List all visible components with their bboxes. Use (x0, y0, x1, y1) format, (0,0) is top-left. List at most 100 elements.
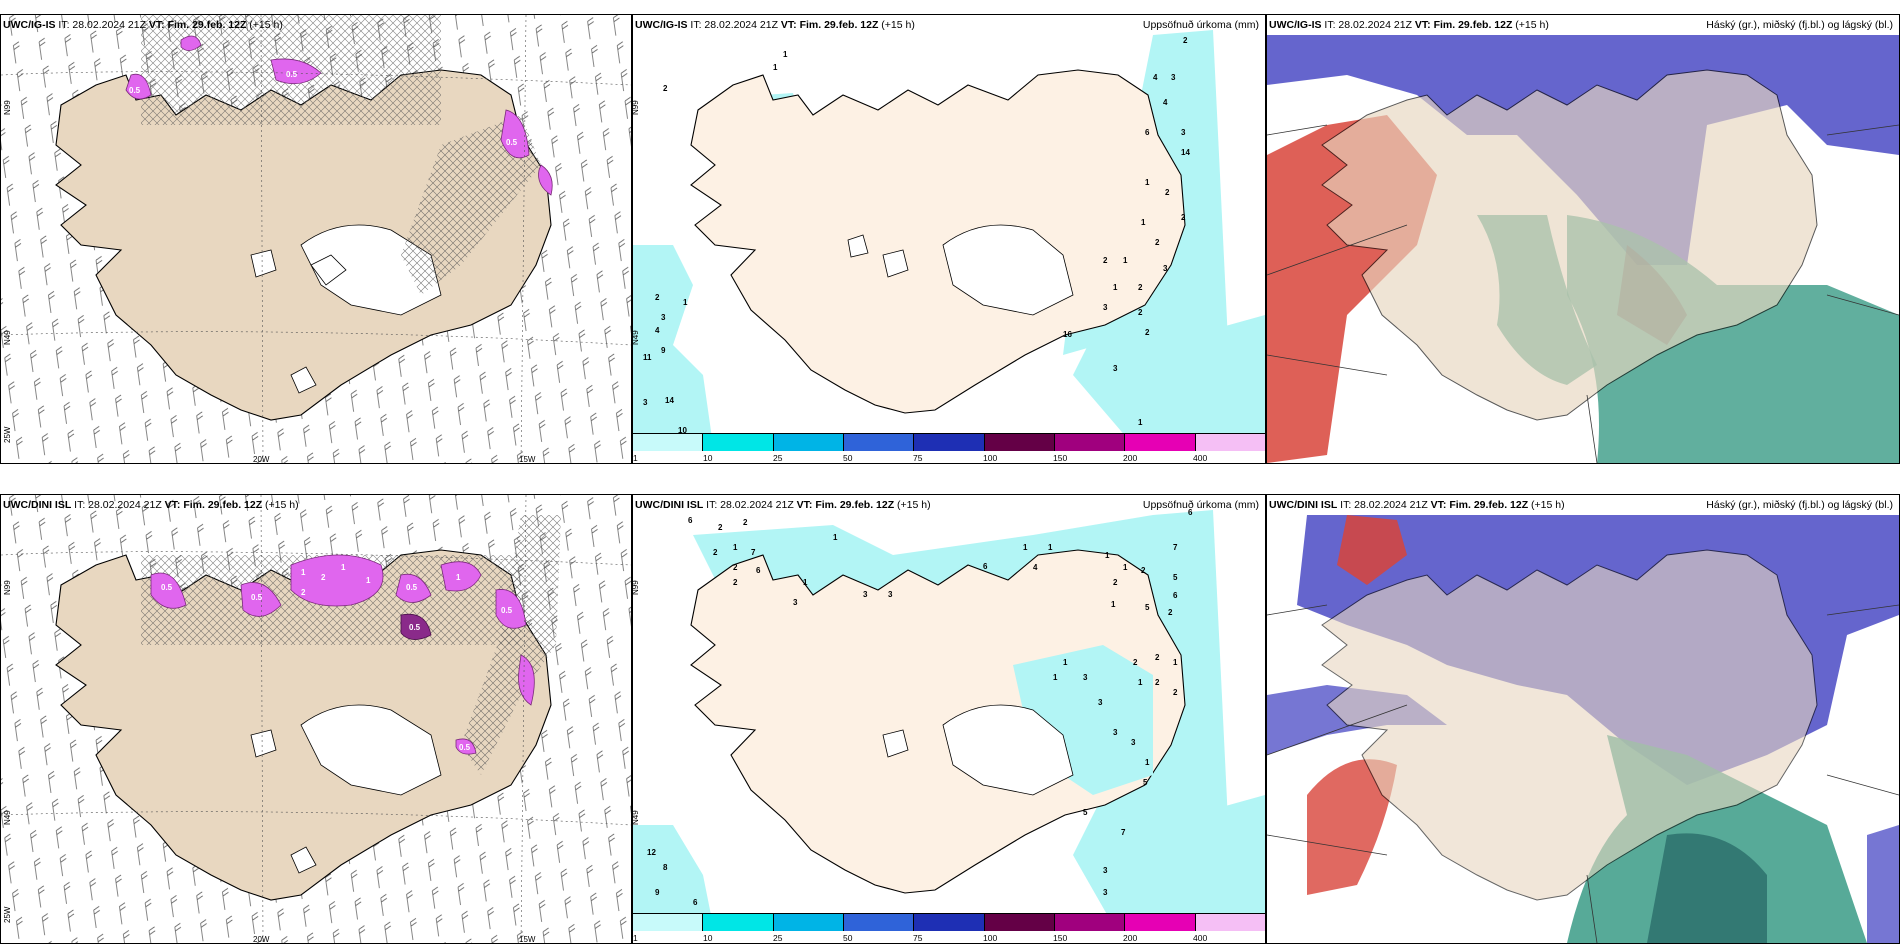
precip-value: 3 (1083, 673, 1088, 682)
lead-time: (+15 h) (1531, 499, 1565, 511)
field-title: Háský (gr.), miðský (fj.bl.) og lágský (… (1706, 499, 1893, 511)
lead-time: (+15 h) (249, 19, 283, 31)
snow-label: 0.5 (409, 623, 421, 632)
lat-label: N49 (3, 330, 12, 345)
precip-value: 1 (1113, 283, 1118, 292)
colorbar-label: 150 (1053, 933, 1068, 943)
precip-value: 6 (1188, 508, 1193, 517)
snow-label: 0.5 (501, 606, 513, 615)
snow-label: 0.5 (459, 743, 471, 752)
valid-time: Fim. 29.feb. 12Z (1433, 19, 1513, 31)
colorbar-bin (984, 434, 1055, 451)
precip-value: 2 (1103, 256, 1108, 265)
precip-value: 1 (1145, 758, 1150, 767)
precip-value: 6 (1145, 128, 1150, 137)
precip-value: 1 (1053, 673, 1058, 682)
colorbar-bin (703, 914, 774, 931)
precip-value: 6 (688, 516, 693, 525)
precip-value: 1 (1173, 658, 1178, 667)
field-title: Háský (gr.), miðský (fj.bl.) og lágský (… (1706, 19, 1893, 31)
precip-value: 3 (1103, 866, 1108, 875)
precip-value: 12 (647, 848, 656, 857)
precip-value: 10 (678, 426, 687, 435)
init-time: IT: 28.02.2024 21Z (1324, 19, 1412, 31)
panel-header: UWC/DINI ISL IT: 28.02.2024 21Z VT: Fim.… (3, 499, 627, 511)
panel-top-left-wind-snow: UWC/IG-IS IT: 28.02.2024 21Z VT: Fim. 29… (0, 14, 632, 464)
panel-header: UWC/IG-IS IT: 28.02.2024 21Z VT: Fim. 29… (1269, 19, 1895, 31)
precip-value: 14 (1181, 148, 1190, 157)
panel-bottom-right-clouds: UWC/DINI ISL IT: 28.02.2024 21Z VT: Fim.… (1266, 494, 1900, 944)
precip-value: 3 (1103, 888, 1108, 897)
precip-value: 1 (773, 63, 778, 72)
snow-label: 2 (301, 588, 306, 597)
map-wind-barbs: 0.5 1 2 1 1 0.5 0.5 1 2 0.5 0.5 0.5 (1, 495, 631, 943)
lat-label: N49 (632, 330, 640, 345)
precip-value: 2 (1138, 308, 1143, 317)
init-time: IT: 28.02.2024 21Z (74, 499, 162, 511)
lat-label: N99 (3, 100, 12, 115)
precip-value: 9 (661, 346, 666, 355)
precip-value: 3 (1181, 128, 1186, 137)
colorbar-label: 10 (703, 933, 713, 943)
precip-value: 1 (803, 578, 808, 587)
precip-value: 2 (1155, 653, 1160, 662)
lon-label: 20W (253, 935, 270, 944)
colorbar-bin (633, 434, 704, 451)
precip-value: 3 (1113, 364, 1118, 373)
lead-time: (+15 h) (897, 499, 931, 511)
snow-label: 1 (456, 573, 461, 582)
colorbar-bin (703, 434, 774, 451)
precip-colorbar (633, 913, 1265, 931)
lat-label: N99 (632, 100, 640, 115)
precip-value: 4 (1033, 563, 1038, 572)
colorbar-bin (984, 914, 1055, 931)
colorbar-bin (1054, 434, 1126, 451)
init-time: IT: 28.02.2024 21Z (1340, 499, 1428, 511)
colorbar-label: 25 (773, 933, 783, 943)
precip-value: 2 (1181, 213, 1186, 222)
precip-value: 4 (1163, 98, 1168, 107)
colorbar-label: 200 (1123, 933, 1138, 943)
precip-value: 1 (783, 50, 788, 59)
precip-value: 1 (1023, 543, 1028, 552)
precip-value: 1 (833, 533, 838, 542)
colorbar-bin (633, 914, 704, 931)
precip-value: 2 (1168, 608, 1173, 617)
valid-label: VT: (780, 19, 797, 31)
precip-value: 5 (1143, 778, 1148, 787)
precip-value: 8 (663, 863, 668, 872)
colorbar-bin (773, 434, 844, 451)
precip-value: 11 (643, 353, 652, 362)
panel-header: UWC/DINI ISL IT: 28.02.2024 21Z VT: Fim.… (635, 499, 1261, 511)
precip-value: 1 (733, 543, 738, 552)
precip-value: 7 (1173, 543, 1178, 552)
snow-label: 0.5 (129, 86, 141, 95)
valid-time: Fim. 29.feb. 12Z (1449, 499, 1529, 511)
valid-label: VT: (164, 499, 181, 511)
lon-label: 15W (519, 935, 536, 944)
init-time: IT: 28.02.2024 21Z (690, 19, 778, 31)
colorbar-label: 1 (633, 933, 638, 943)
precip-value: 2 (743, 518, 748, 527)
precip-value: 3 (1113, 728, 1118, 737)
panel-top-mid-precip: UWC/IG-IS IT: 28.02.2024 21Z VT: Fim. 29… (632, 14, 1266, 464)
colorbar-label: 25 (773, 453, 783, 463)
colorbar-labels: 1 10 25 50 75 100 150 200 400 (633, 453, 1265, 463)
precip-value: 3 (1131, 738, 1136, 747)
precip-value: 1 (1063, 658, 1068, 667)
precip-value: 3 (1171, 73, 1176, 82)
field-title: Uppsöfnuð úrkoma (mm) (1142, 499, 1259, 511)
precip-value: 2 (718, 523, 723, 532)
precip-value: 1 (1145, 178, 1150, 187)
precip-value: 4 (1153, 73, 1158, 82)
panel-header: UWC/IG-IS IT: 28.02.2024 21Z VT: Fim. 29… (3, 19, 627, 31)
panel-header: UWC/DINI ISL IT: 28.02.2024 21Z VT: Fim.… (1269, 499, 1895, 511)
snow-label: 2 (321, 573, 326, 582)
precip-value: 2 (655, 293, 660, 302)
precip-value: 2 (733, 563, 738, 572)
precip-value: 1 (1138, 678, 1143, 687)
colorbar-label: 150 (1053, 453, 1068, 463)
precip-value: 5 (1083, 808, 1088, 817)
colorbar-label: 100 (983, 933, 998, 943)
precip-value: 6 (1173, 591, 1178, 600)
